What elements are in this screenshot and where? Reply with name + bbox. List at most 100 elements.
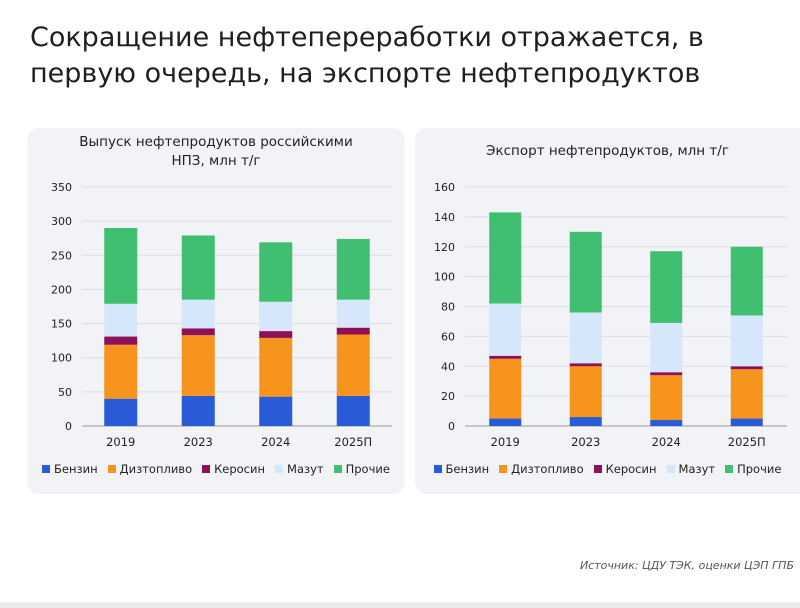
bar-segment — [489, 212, 522, 304]
y-tick-label: 350 — [51, 181, 72, 194]
x-tick-label: 2024 — [261, 435, 290, 449]
chart-legend: Бензин Дизтопливо Керосин Мазут Прочие — [415, 462, 800, 476]
chart-legend: Бензин Дизтопливо Керосин Мазут Прочие — [27, 462, 405, 476]
legend-item: Бензин — [42, 462, 98, 476]
bar-segment — [336, 334, 370, 396]
x-tick-label: 2023 — [184, 435, 213, 449]
bar-segment — [336, 327, 370, 335]
y-tick-label: 300 — [51, 215, 72, 228]
legend-swatch — [593, 465, 602, 473]
legend-swatch — [275, 465, 284, 473]
bar-segment — [259, 242, 293, 302]
source-note: Источник: ЦДУ ТЭК, оценки ЦЭП ГПБ — [579, 559, 794, 572]
legend-label: Бензин — [445, 462, 490, 476]
x-tick-label: 2023 — [571, 435, 600, 449]
legend-label: Мазут — [287, 462, 324, 476]
legend-item: Мазут — [666, 462, 716, 476]
y-tick-label: 60 — [441, 330, 455, 343]
legend-swatch — [725, 465, 734, 473]
legend-item: Дизтопливо — [107, 462, 193, 476]
legend-label: Дизтопливо — [511, 462, 584, 476]
bar-segment — [489, 303, 522, 356]
bar-segment — [569, 231, 602, 313]
bar-segment — [650, 420, 683, 426]
legend-item: Дизтопливо — [499, 462, 584, 476]
legend-item: Мазут — [275, 462, 324, 476]
legend-swatch — [666, 465, 675, 473]
bar-segment — [181, 395, 215, 426]
y-tick-label: 40 — [441, 360, 455, 373]
bar-segment — [104, 227, 138, 304]
bar-segment — [336, 238, 370, 300]
headline: Сокращение нефтепереработки отражается, … — [30, 22, 704, 89]
y-tick-label: 200 — [51, 283, 72, 296]
y-tick-label: 20 — [441, 390, 455, 403]
legend-item: Прочие — [725, 462, 781, 476]
y-tick-label: 250 — [51, 249, 72, 262]
bar-segment — [489, 418, 522, 426]
bar-segment — [336, 299, 370, 328]
legend-label: Мазут — [678, 462, 716, 476]
legend-label: Керосин — [214, 462, 266, 476]
production-chart: 0 50 100 150 200 250 300 350 2019 2023 2024 2025П — [51, 181, 392, 449]
y-tick-label: 100 — [51, 352, 72, 365]
bar-segment — [730, 418, 763, 426]
x-tick-label: 2019 — [491, 435, 520, 449]
legend-swatch — [499, 465, 508, 473]
y-tick-label: 0 — [448, 420, 455, 433]
legend-label: Дизтопливо — [119, 462, 193, 476]
bar-segment — [104, 344, 138, 399]
bar-segment — [181, 235, 215, 300]
bar-segment — [569, 363, 602, 367]
bar-segment — [489, 358, 522, 419]
legend-swatch — [333, 465, 342, 473]
bar-segment — [730, 366, 763, 370]
y-tick-label: 140 — [434, 211, 455, 224]
bar-segment — [104, 398, 138, 426]
bar-segment — [181, 335, 215, 396]
bar-segment — [259, 337, 293, 397]
y-tick-label: 100 — [434, 271, 455, 284]
bar-segment — [730, 315, 763, 367]
y-tick-label: 120 — [434, 241, 455, 254]
y-tick-label: 50 — [58, 386, 72, 399]
bar-segment — [650, 372, 683, 376]
y-tick-label: 0 — [65, 420, 72, 433]
bar-segment — [730, 369, 763, 419]
legend-item: Бензин — [433, 462, 490, 476]
bar-segment — [730, 246, 763, 316]
x-tick-label: 2019 — [106, 435, 135, 449]
export-chart: 0 20 40 60 80 100 120 140 160 2019 2023 2024 2025П — [434, 181, 787, 449]
x-tick-label: 2024 — [652, 435, 681, 449]
legend-swatch — [107, 465, 116, 473]
bar-segment — [650, 375, 683, 421]
legend-label: Керосин — [605, 462, 657, 476]
x-tick-label: 2025П — [334, 435, 372, 449]
x-tick-label: 2025П — [728, 435, 766, 449]
chart-panel-production: Выпуск нефтепродуктов российскими НПЗ, м… — [27, 128, 405, 494]
bar-segment — [569, 417, 602, 426]
legend-item: Прочие — [333, 462, 390, 476]
legend-swatch — [433, 465, 442, 473]
bar-segment — [569, 312, 602, 364]
bar-segment — [336, 395, 370, 426]
legend-label: Бензин — [54, 462, 98, 476]
legend-swatch — [42, 465, 51, 473]
bottom-strip — [0, 602, 800, 608]
chart-title: Экспорт нефтепродуктов, млн т/г — [486, 143, 729, 159]
legend-item: Керосин — [593, 462, 657, 476]
bar-segment — [489, 355, 522, 359]
y-tick-label: 80 — [441, 301, 455, 314]
bar-segment — [650, 322, 683, 373]
legend-label: Прочие — [345, 462, 390, 476]
bar-segment — [104, 303, 138, 337]
bar-segment — [104, 336, 138, 345]
bar-segment — [181, 328, 215, 336]
bar-segment — [259, 301, 293, 332]
chart-panel-export: Экспорт нефтепродуктов, млн т/г 0 20 40 60 8… — [415, 128, 800, 494]
legend-swatch — [202, 465, 211, 473]
bar-segment — [181, 299, 215, 329]
legend-label: Прочие — [737, 462, 782, 476]
bar-segment — [259, 331, 293, 338]
y-tick-label: 160 — [434, 181, 455, 194]
